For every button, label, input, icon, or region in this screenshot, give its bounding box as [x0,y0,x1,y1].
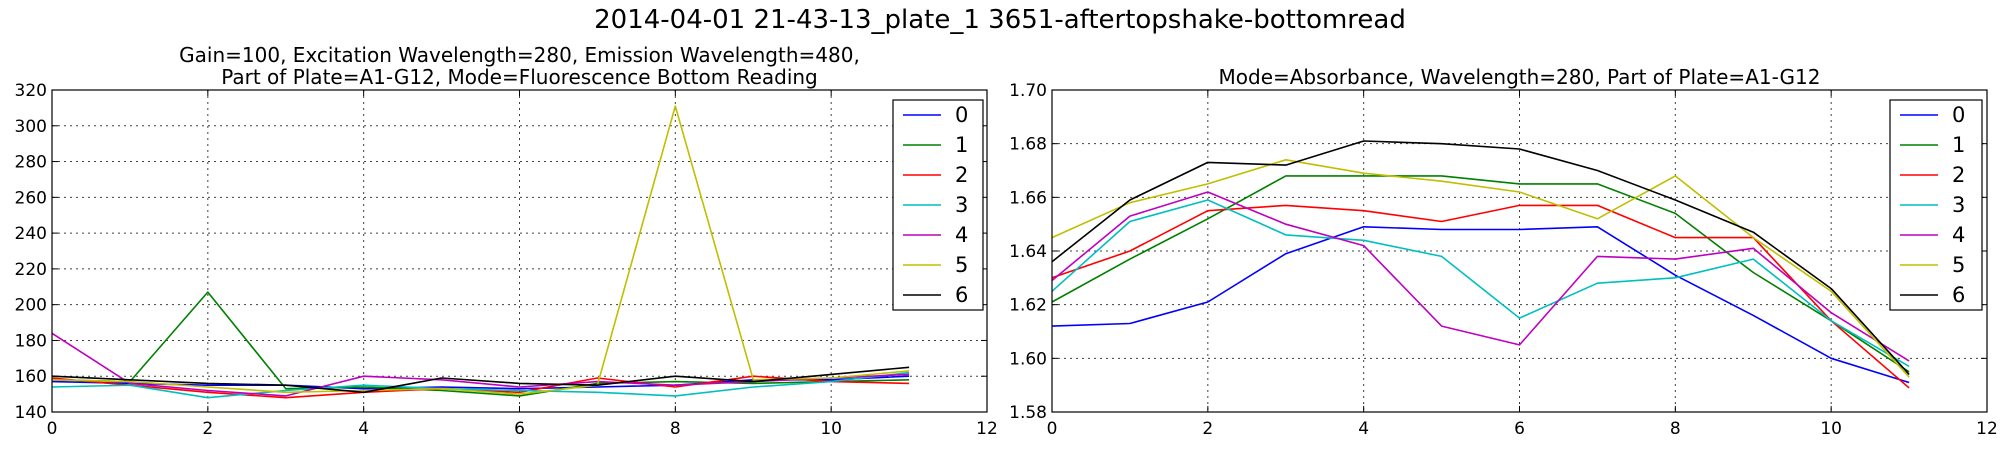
series-line-4 [51,332,910,397]
y-tick-label: 1.68 [1009,135,1047,155]
y-tick-label: 160 [15,367,47,387]
series-line-0 [1051,226,1910,384]
y-tick-label: 140 [15,403,47,423]
legend-label: 1 [955,133,968,157]
series-line-2 [51,375,910,399]
legend-label: 6 [955,283,968,307]
y-tick-label: 1.66 [1009,188,1047,208]
plot-frame [1051,89,1988,413]
legend-label: 0 [1952,103,1965,127]
series-line-1 [1051,175,1910,373]
y-tick-label: 1.60 [1009,349,1047,369]
legend-label: 2 [955,163,968,187]
x-tick-label: 8 [1670,419,1681,439]
chart-title-line: Part of Plate=A1-G12, Mode=Fluorescence … [221,65,818,89]
y-tick-label: 280 [15,153,47,173]
x-tick-label: 8 [670,419,681,439]
y-tick-label: 1.70 [1009,81,1047,101]
series-line-6 [1051,140,1910,375]
y-tick-label: 1.64 [1009,242,1047,262]
series-line-1 [51,291,910,397]
figure-title: 2014-04-01 21-43-13_plate_1 3651-afterto… [594,5,1406,35]
series-line-6 [51,366,910,394]
series-line-2 [1051,204,1910,389]
legend-label: 2 [1952,163,1965,187]
y-tick-label: 240 [15,224,47,244]
y-tick-label: 320 [15,81,47,101]
x-tick-label: 12 [976,419,998,439]
x-tick-label: 2 [202,419,213,439]
x-tick-label: 4 [358,419,369,439]
legend-label: 4 [955,223,968,247]
y-tick-label: 1.58 [1009,403,1047,423]
legend-label: 1 [1952,133,1965,157]
x-tick-label: 2 [1202,419,1213,439]
legend-label: 5 [1952,253,1965,277]
y-tick-label: 180 [15,331,47,351]
y-tick-label: 300 [15,117,47,137]
series-line-4 [1051,191,1910,362]
legend-label: 4 [1952,223,1965,247]
absorbance-chart: Mode=Absorbance, Wavelength=280, Part of… [1009,65,1998,439]
series-line-3 [1051,199,1910,368]
chart-title-line: Mode=Absorbance, Wavelength=280, Part of… [1219,65,1821,89]
x-tick-label: 10 [820,419,842,439]
legend-label: 5 [955,253,968,277]
y-tick-label: 1.62 [1009,296,1047,316]
y-tick-label: 200 [15,296,47,316]
x-tick-label: 4 [1358,419,1369,439]
fluorescence-chart: Gain=100, Excitation Wavelength=280, Emi… [15,43,998,439]
series-line-5 [1051,159,1910,378]
legend-label: 3 [955,193,968,217]
chart-title-line: Gain=100, Excitation Wavelength=280, Emi… [179,43,860,67]
legend-label: 3 [1952,193,1965,217]
x-tick-label: 10 [1820,419,1842,439]
plot-frame [51,89,988,413]
legend-label: 6 [1952,283,1965,307]
y-tick-label: 260 [15,188,47,208]
series-line-5 [51,105,910,395]
x-tick-label: 0 [1047,419,1058,439]
legend-label: 0 [955,103,968,127]
x-tick-label: 6 [1514,419,1525,439]
y-tick-label: 220 [15,260,47,280]
x-tick-label: 12 [1976,419,1998,439]
x-tick-label: 6 [514,419,525,439]
x-tick-label: 0 [47,419,58,439]
series-line-3 [51,371,910,399]
